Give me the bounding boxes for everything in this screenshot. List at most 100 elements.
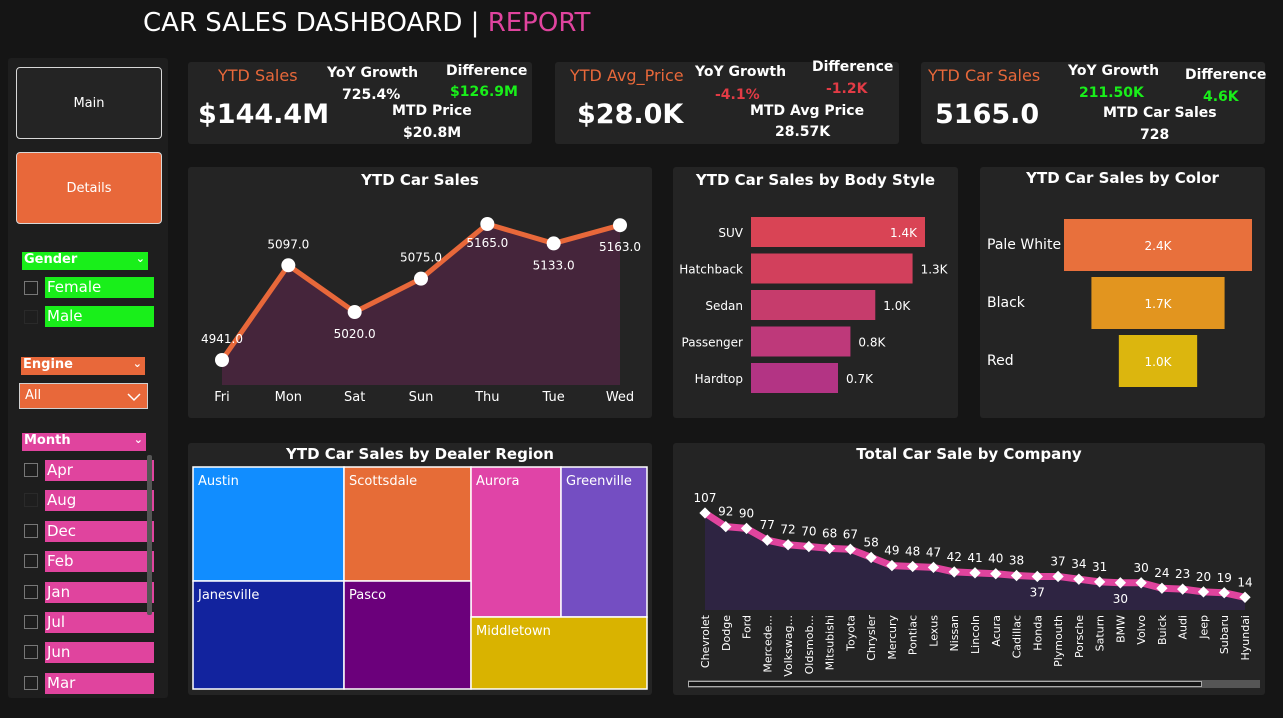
x-tick-label: Tue bbox=[542, 390, 565, 405]
x-tick-label: Saturn bbox=[1094, 615, 1107, 651]
chart-title: YTD Car Sales by Color bbox=[1026, 169, 1219, 187]
engine-dropdown[interactable]: All bbox=[19, 383, 148, 409]
kpi-diff-label: Difference bbox=[446, 63, 528, 79]
x-tick-label: Lincoln bbox=[969, 615, 982, 654]
kpi-value: 5165.0 bbox=[935, 99, 1040, 130]
x-tick-label: Pontiac bbox=[907, 615, 920, 655]
company-chart: Total Car Sale by Company 107 Chevrolet 92… bbox=[673, 443, 1265, 695]
region-label: Middletown bbox=[476, 624, 551, 639]
month-option[interactable]: Jul bbox=[45, 612, 154, 633]
data-label: 72 bbox=[780, 523, 795, 537]
data-label: 47 bbox=[926, 545, 941, 559]
kpi-diff-label: Difference bbox=[1185, 67, 1267, 83]
dealer-region-chart: YTD Car Sales by Dealer Region Austin Sco… bbox=[188, 443, 652, 695]
details-button[interactable]: Details bbox=[16, 152, 162, 224]
kpi-diff-value: 4.6K bbox=[1203, 89, 1239, 105]
month-checkbox[interactable] bbox=[24, 493, 38, 508]
data-label: 5097.0 bbox=[267, 237, 309, 251]
company-sales-svg: 107 Chevrolet 92 Dodge 90 Ford 77 Mercede... 72 V… bbox=[694, 491, 1253, 677]
month-checkbox[interactable] bbox=[24, 645, 38, 660]
x-tick-label: Buick bbox=[1156, 614, 1169, 645]
kpi-title: YTD Avg_Price bbox=[570, 66, 684, 85]
horizontal-scrollbar[interactable] bbox=[688, 680, 1260, 688]
x-tick-label: Mon bbox=[275, 390, 302, 405]
kpi-yoy-value: 211.50K bbox=[1079, 85, 1144, 101]
treemap-tile bbox=[343, 466, 472, 582]
kpi-mtd-value: $20.8M bbox=[403, 125, 462, 141]
month-option[interactable]: Jan bbox=[45, 581, 154, 603]
chevron-down-icon[interactable] bbox=[127, 392, 141, 402]
x-tick-label: Acura bbox=[990, 615, 1003, 647]
kpi-diff-label: Difference bbox=[812, 59, 894, 75]
funnel-bar bbox=[1064, 219, 1252, 271]
female-checkbox[interactable] bbox=[24, 281, 38, 295]
month-checkbox[interactable] bbox=[24, 584, 38, 599]
data-label: 48 bbox=[905, 544, 920, 558]
month-slicer-header[interactable]: Month ⌄ bbox=[22, 433, 146, 451]
x-tick-label: Wed bbox=[606, 390, 634, 405]
month-checkbox[interactable] bbox=[24, 675, 38, 690]
x-tick-label: Sat bbox=[344, 390, 365, 405]
data-label: 49 bbox=[884, 544, 899, 558]
month-option[interactable]: Dec bbox=[45, 520, 154, 542]
engine-slicer-header[interactable]: Engine ⌄ bbox=[21, 357, 145, 375]
male-checkbox[interactable] bbox=[24, 310, 38, 324]
treemap-tile bbox=[343, 580, 472, 690]
category-label: Pale White bbox=[987, 237, 1061, 253]
color-chart: YTD Car Sales by Color Pale White 2.4K Bla… bbox=[980, 167, 1265, 418]
data-label: 5133.0 bbox=[533, 258, 575, 272]
month-checkbox[interactable] bbox=[24, 463, 38, 477]
month-scrollbar[interactable] bbox=[147, 455, 152, 615]
data-label: 5075.0 bbox=[400, 251, 442, 265]
data-point bbox=[844, 543, 857, 555]
data-label: 67 bbox=[843, 527, 858, 541]
chevron-down-icon[interactable]: ⌄ bbox=[133, 433, 143, 446]
month-checkbox[interactable] bbox=[24, 554, 38, 569]
main-button[interactable]: Main bbox=[16, 67, 162, 139]
chart-title: YTD Car Sales by Dealer Region bbox=[286, 445, 554, 463]
month-option[interactable]: Mar bbox=[45, 672, 154, 694]
data-label: 92 bbox=[718, 505, 733, 519]
male-option[interactable]: Male bbox=[45, 306, 154, 327]
gender-slicer-header[interactable]: Gender ⌄ bbox=[22, 252, 148, 270]
category-label: Hatchback bbox=[679, 263, 743, 277]
month-option[interactable]: Feb bbox=[45, 551, 154, 573]
category-label: SUV bbox=[718, 226, 743, 240]
month-option[interactable]: Aug bbox=[45, 490, 154, 512]
gender-label: Gender bbox=[24, 252, 78, 267]
data-label: 31 bbox=[1092, 560, 1107, 574]
data-point bbox=[1135, 577, 1147, 589]
x-tick-label: Volkswag... bbox=[782, 615, 795, 677]
month-option[interactable]: Jun bbox=[45, 642, 154, 664]
month-checkbox[interactable] bbox=[24, 615, 38, 629]
kpi-title: YTD Car Sales bbox=[928, 66, 1041, 85]
data-label: 0.7K bbox=[846, 372, 874, 386]
data-label: 1.0K bbox=[1145, 355, 1173, 369]
data-label: 41 bbox=[967, 551, 982, 565]
data-label: 42 bbox=[947, 550, 962, 564]
data-point bbox=[865, 551, 877, 564]
data-point bbox=[347, 305, 362, 320]
x-tick-label: Ford bbox=[741, 615, 754, 639]
x-tick-label: Chrysler bbox=[865, 615, 878, 661]
scrollbar-thumb[interactable] bbox=[688, 681, 1202, 687]
ytd-car-sales-svg: 4941.0 Fri 5097.0 Mon 5020.0 Sat 5075.0 Sun 5165… bbox=[201, 217, 641, 405]
month-checkbox[interactable] bbox=[24, 523, 38, 538]
data-label: 2.4K bbox=[1145, 239, 1173, 253]
x-tick-label: Honda bbox=[1031, 615, 1044, 651]
month-label: Month bbox=[24, 433, 71, 448]
kpi-card-ytd-sales: YTD Sales $144.4M YoY Growth 725.4% Diff… bbox=[188, 62, 532, 144]
month-option[interactable]: Apr bbox=[45, 460, 154, 481]
data-point bbox=[886, 559, 898, 572]
region-label: Greenville bbox=[566, 474, 632, 489]
chevron-down-icon[interactable]: ⌄ bbox=[135, 252, 145, 265]
data-point bbox=[414, 271, 428, 286]
x-tick-label: Audi bbox=[1177, 615, 1190, 640]
female-option[interactable]: Female bbox=[45, 277, 154, 298]
body-style-svg: SUV 1.4K Hatchback 1.3K Sedan 1.0K Passenger 0.… bbox=[679, 217, 949, 393]
kpi-value: $28.0K bbox=[577, 99, 684, 130]
kpi-yoy-label: YoY Growth bbox=[327, 65, 419, 81]
x-tick-label: BMW bbox=[1114, 615, 1127, 643]
kpi-mtd-label: MTD Car Sales bbox=[1103, 105, 1217, 121]
chevron-down-icon[interactable]: ⌄ bbox=[132, 357, 142, 370]
